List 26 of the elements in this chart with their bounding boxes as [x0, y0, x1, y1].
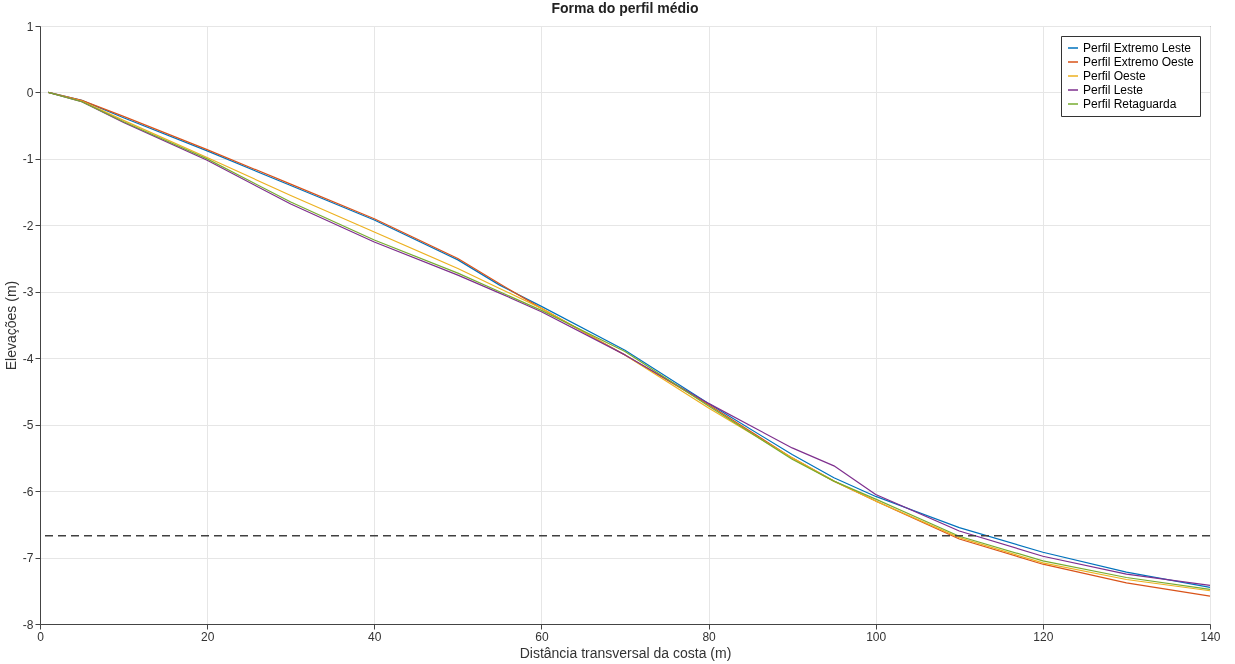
y-tick-label: -1	[22, 152, 34, 167]
x-tick-label: 100	[866, 629, 887, 644]
y-tick-label: 0	[26, 85, 34, 100]
y-tick-label: -3	[22, 285, 34, 300]
chart-title: Forma do perfil médio	[551, 0, 699, 16]
x-axis-title: Distância transversal da costa (m)	[519, 644, 732, 661]
legend-label: Perfil Extremo Leste	[1083, 41, 1192, 55]
y-tick-label: -2	[22, 218, 34, 233]
x-tick-label: 60	[535, 629, 549, 644]
legend-label: Perfil Oeste	[1083, 69, 1147, 83]
x-tick-label: 80	[702, 629, 717, 644]
x-tick-label: 0	[37, 629, 45, 644]
y-tick-label: -4	[22, 351, 34, 366]
x-tick-label: 140	[1200, 629, 1221, 644]
x-tick-label: 40	[368, 629, 382, 644]
y-tick-label: -5	[22, 418, 34, 433]
y-axis-title: Elevações (m)	[2, 280, 19, 371]
y-tick-label: -8	[22, 617, 34, 632]
x-tick-label: 120	[1033, 629, 1054, 644]
legend-label: Perfil Leste	[1083, 83, 1144, 97]
legend-label: Perfil Retaguarda	[1083, 97, 1177, 111]
y-tick-label: -7	[22, 551, 34, 566]
y-tick-label: -6	[22, 484, 34, 499]
y-tick-label: 1	[26, 19, 34, 34]
legend-label: Perfil Extremo Oeste	[1083, 55, 1195, 69]
x-tick-label: 20	[200, 629, 215, 644]
